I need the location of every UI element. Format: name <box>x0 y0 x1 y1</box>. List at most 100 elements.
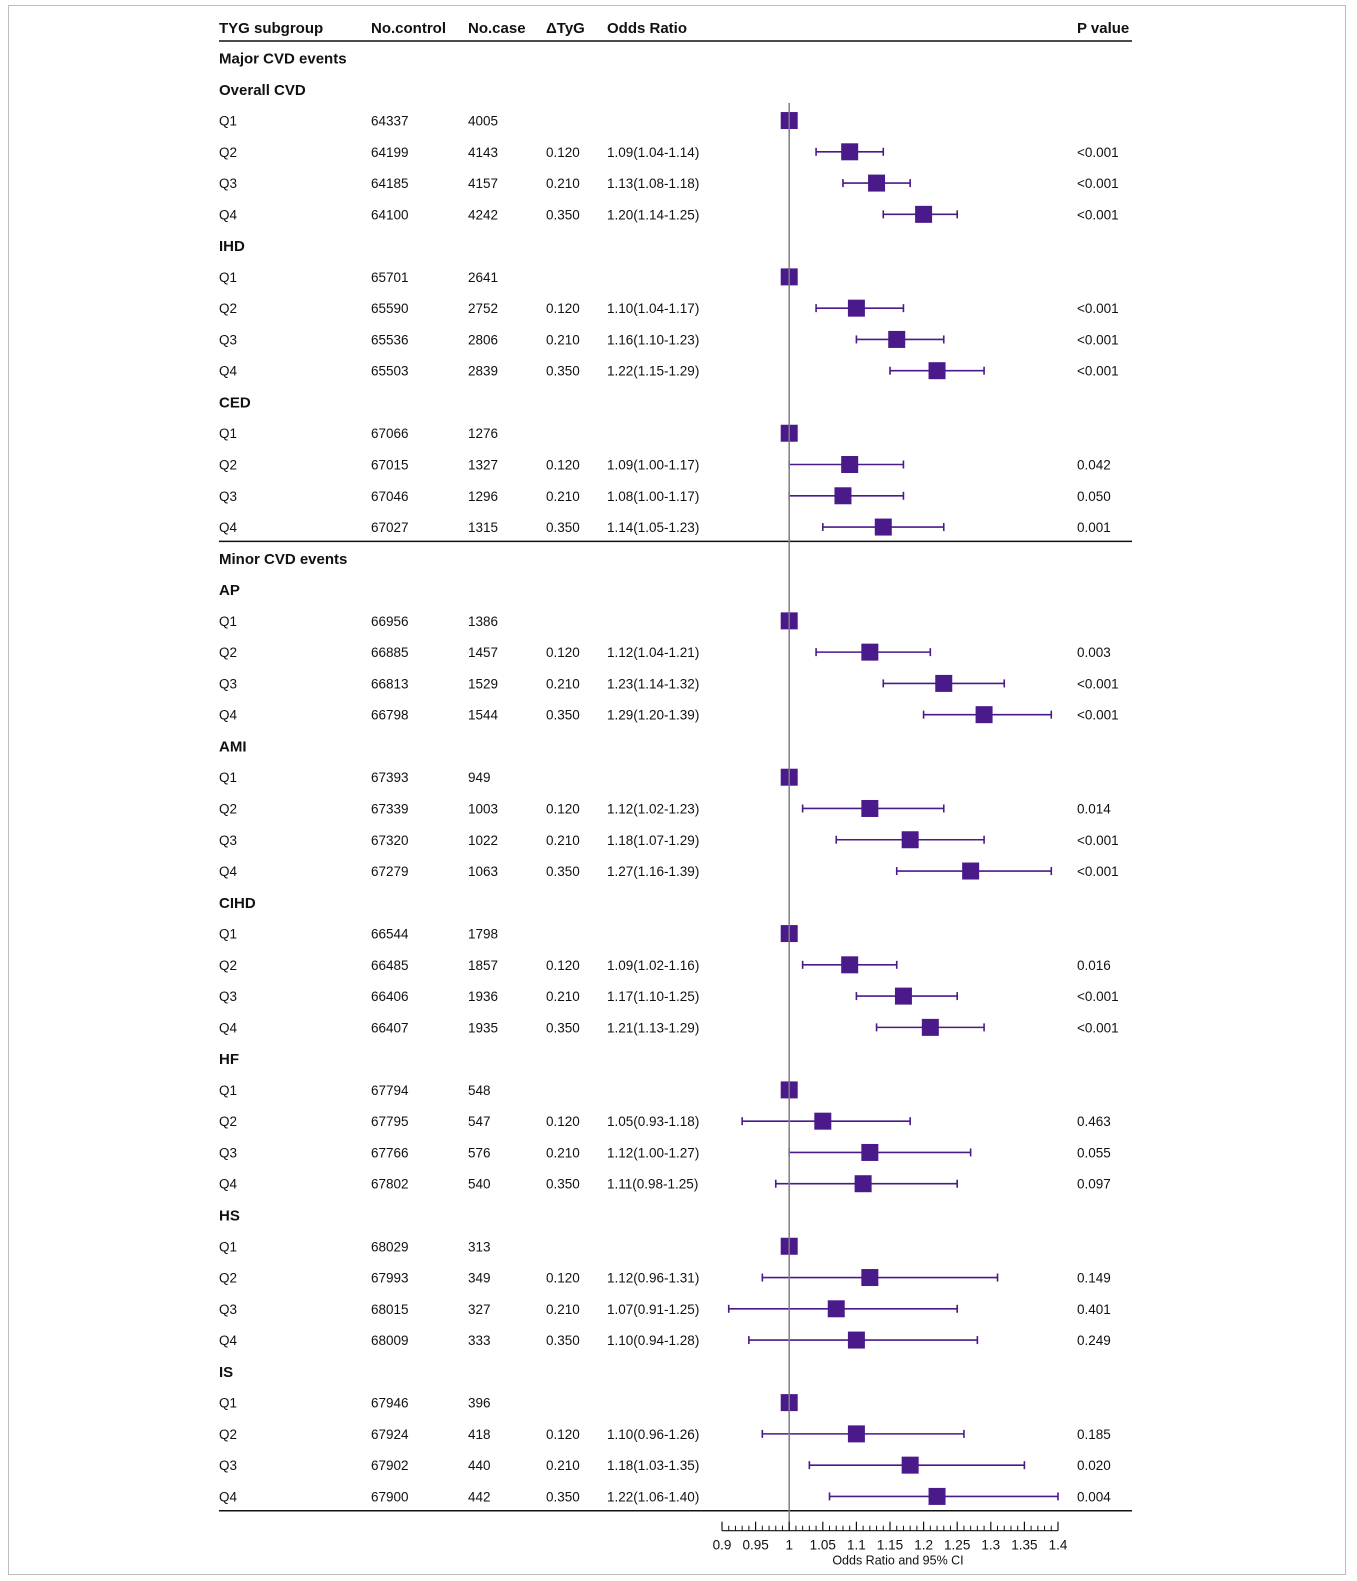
row-case: 2839 <box>468 364 498 379</box>
row-case: 1022 <box>468 833 498 848</box>
x-axis: 0.9 0.95 1 1.05 1.1 1.15 1.2 1.25 1.3 1.35 1.4 Odds… <box>713 1521 1068 1568</box>
row-label: Q4 <box>219 708 238 723</box>
row-label: Q2 <box>219 1271 237 1286</box>
row-label: Q2 <box>219 301 237 316</box>
row-dtyg: 0.350 <box>546 1489 580 1504</box>
row-label: Q1 <box>219 614 237 629</box>
or-point <box>861 1143 879 1161</box>
row-case: 548 <box>468 1083 491 1098</box>
or-point <box>814 1112 832 1130</box>
row-label: Q2 <box>219 458 237 473</box>
or-point <box>827 1300 845 1318</box>
x-tick-label: 1.4 <box>1049 1538 1068 1553</box>
section-title: Minor CVD events <box>219 551 347 568</box>
x-tick-label: 1 <box>785 1538 793 1553</box>
or-point <box>841 456 859 474</box>
x-tick-label: 1.35 <box>1011 1538 1037 1553</box>
row-control: 67900 <box>371 1489 409 1504</box>
row-dtyg: 0.120 <box>546 458 580 473</box>
or-point <box>861 1269 879 1287</box>
row-p-value: 0.042 <box>1077 458 1111 473</box>
row-dtyg: 0.120 <box>546 645 580 660</box>
row-dtyg: 0.120 <box>546 145 580 160</box>
or-point <box>847 299 865 317</box>
or-point <box>847 1425 865 1443</box>
row-p-value: 0.004 <box>1077 1489 1111 1504</box>
figure-frame <box>8 5 1346 1575</box>
table-rows: Major CVD events Overall CVD Q1 64337 4005 Q2… <box>219 51 1132 1512</box>
x-tick-label: 0.95 <box>742 1538 768 1553</box>
x-tick-label: 1.2 <box>914 1538 933 1553</box>
row-p-value: 0.016 <box>1077 958 1111 973</box>
row-dtyg: 0.120 <box>546 1271 580 1286</box>
row-control: 66798 <box>371 708 409 723</box>
row-label: Q3 <box>219 176 237 191</box>
row-label: Q4 <box>219 1333 238 1348</box>
row-label: Q1 <box>219 1396 237 1411</box>
row-dtyg: 0.350 <box>546 520 580 535</box>
row-p-value: 0.463 <box>1077 1114 1111 1129</box>
row-case: 1935 <box>468 1020 498 1035</box>
group-title: HF <box>219 1051 239 1068</box>
row-case: 442 <box>468 1489 491 1504</box>
row-p-value: <0.001 <box>1077 708 1119 723</box>
row-case: 576 <box>468 1145 491 1160</box>
row-p-value: <0.001 <box>1077 207 1119 222</box>
header-odds-ratio: Odds Ratio <box>607 20 687 37</box>
row-or-text: 1.10(1.04-1.17) <box>607 301 699 316</box>
row-p-value: 0.401 <box>1077 1302 1111 1317</box>
row-dtyg: 0.210 <box>546 989 580 1004</box>
row-case: 1003 <box>468 801 498 816</box>
or-point <box>921 1018 939 1036</box>
row-control: 67393 <box>371 770 409 785</box>
row-control: 65701 <box>371 270 409 285</box>
row-label: Q4 <box>219 1177 238 1192</box>
row-case: 313 <box>468 1239 491 1254</box>
row-p-value: <0.001 <box>1077 301 1119 316</box>
or-point <box>841 956 859 974</box>
row-control: 67924 <box>371 1427 409 1442</box>
row-control: 67766 <box>371 1145 409 1160</box>
row-p-value: <0.001 <box>1077 833 1119 848</box>
header-p-value: P value <box>1077 20 1129 37</box>
row-case: 349 <box>468 1271 491 1286</box>
row-control: 68009 <box>371 1333 409 1348</box>
row-control: 68029 <box>371 1239 409 1254</box>
row-label: Q2 <box>219 1114 237 1129</box>
or-point <box>847 1331 865 1349</box>
header-case: No.case <box>468 20 526 37</box>
row-case: 1276 <box>468 426 498 441</box>
row-label: Q3 <box>219 1458 237 1473</box>
x-tick-label: 0.9 <box>713 1538 732 1553</box>
row-dtyg: 0.120 <box>546 801 580 816</box>
row-case: 418 <box>468 1427 491 1442</box>
or-point <box>834 487 852 505</box>
row-or-text: 1.22(1.15-1.29) <box>607 364 699 379</box>
row-label: Q4 <box>219 864 238 879</box>
row-control: 66407 <box>371 1020 409 1035</box>
row-case: 4242 <box>468 207 498 222</box>
row-case: 440 <box>468 1458 491 1473</box>
row-p-value: <0.001 <box>1077 676 1119 691</box>
header-dtyg: ΔTyG <box>546 20 585 37</box>
row-control: 66813 <box>371 676 409 691</box>
row-control: 67946 <box>371 1396 409 1411</box>
row-case: 1296 <box>468 489 498 504</box>
row-dtyg: 0.350 <box>546 364 580 379</box>
row-control: 65503 <box>371 364 409 379</box>
x-axis-label: Odds Ratio and 95% CI <box>832 1554 963 1568</box>
row-case: 4157 <box>468 176 498 191</box>
row-case: 1544 <box>468 708 499 723</box>
group-title: Overall CVD <box>219 82 306 99</box>
row-control: 67993 <box>371 1271 409 1286</box>
or-point <box>861 643 879 661</box>
row-dtyg: 0.210 <box>546 1302 580 1317</box>
group-title: CIHD <box>219 895 256 912</box>
row-control: 68015 <box>371 1302 409 1317</box>
row-label: Q1 <box>219 1239 237 1254</box>
row-control: 66885 <box>371 645 409 660</box>
row-case: 333 <box>468 1333 491 1348</box>
row-dtyg: 0.210 <box>546 833 580 848</box>
row-control: 67279 <box>371 864 409 879</box>
row-label: Q3 <box>219 332 237 347</box>
